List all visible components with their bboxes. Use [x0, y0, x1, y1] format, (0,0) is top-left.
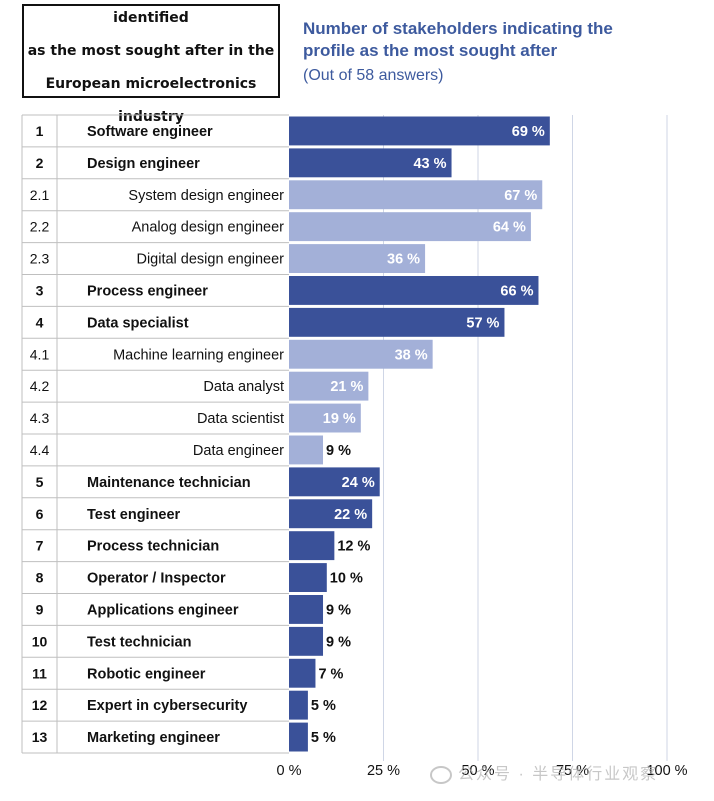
rank-label: 8	[36, 570, 44, 586]
job-label: System design engineer	[128, 188, 284, 204]
bar	[289, 403, 361, 433]
data-label: 57 %	[466, 315, 499, 331]
subtitle-main: Number of stakeholders indicating the pr…	[303, 19, 613, 60]
data-label: 24 %	[342, 475, 375, 491]
rank-label: 12	[32, 697, 48, 713]
job-label: Data scientist	[197, 411, 284, 427]
bar	[289, 276, 539, 305]
rank-label: 3	[36, 282, 44, 298]
job-label: Maintenance technician	[87, 475, 251, 491]
job-label: Expert in cybersecurity	[87, 698, 247, 714]
data-label: 22 %	[334, 507, 367, 523]
bar	[289, 371, 369, 401]
job-label: Process engineer	[87, 283, 208, 299]
rank-label: 4	[36, 314, 44, 330]
job-label: Marketing engineer	[87, 730, 220, 746]
wechat-icon	[430, 765, 452, 784]
rank-label: 11	[32, 665, 47, 681]
watermark: 公众号 · 半导体行业观察	[430, 760, 658, 784]
bar	[289, 626, 324, 656]
rank-label: 2	[36, 155, 44, 171]
bar	[289, 212, 531, 242]
data-label: 5 %	[311, 698, 336, 714]
rank-label: 7	[36, 538, 44, 554]
data-label: 21 %	[330, 379, 363, 395]
rank-label: 10	[32, 633, 48, 649]
watermark-text: 公众号 · 半导体行业观察	[458, 766, 659, 783]
bar	[289, 690, 308, 720]
bar	[289, 595, 324, 624]
job-label: Process technician	[87, 539, 219, 555]
bar	[289, 467, 380, 497]
bar	[289, 531, 335, 561]
bar	[289, 244, 426, 273]
job-label: Data analyst	[203, 379, 284, 395]
data-label: 7 %	[318, 666, 343, 682]
x-tick-label: 75 %	[556, 763, 589, 779]
bar	[289, 148, 452, 178]
rank-label: 4.4	[30, 442, 50, 458]
chart-title-box: 2023: The 13 job profiles identified as …	[22, 4, 280, 125]
rank-label: 2.1	[30, 187, 50, 203]
data-label: 9 %	[326, 634, 351, 650]
job-label: Test engineer	[87, 507, 181, 523]
rank-label: 6	[36, 506, 44, 522]
job-label: Machine learning engineer	[113, 347, 284, 363]
job-label: Robotic engineer	[87, 666, 206, 682]
job-label: Design engineer	[87, 156, 200, 172]
data-label: 69 %	[512, 124, 545, 140]
rank-label: 2.2	[30, 219, 50, 235]
data-label: 9 %	[326, 602, 351, 618]
job-label: Test technician	[87, 634, 191, 650]
bar	[289, 307, 505, 337]
data-label: 43 %	[413, 156, 446, 172]
data-label: 5 %	[311, 730, 336, 746]
subtitle-note: (Out of 58 answers)	[303, 67, 444, 84]
rank-label: 1	[36, 123, 44, 139]
x-tick-label: 0 %	[277, 763, 302, 779]
job-label: Operator / Inspector	[87, 571, 226, 587]
bar	[289, 339, 433, 369]
bar	[289, 435, 324, 465]
rank-label: 4.1	[30, 346, 50, 362]
job-label: Data engineer	[193, 443, 284, 459]
bar	[289, 722, 308, 752]
data-label: 9 %	[326, 443, 351, 459]
job-label: Data specialist	[87, 315, 189, 331]
data-label: 67 %	[504, 188, 537, 204]
job-label: Analog design engineer	[132, 220, 285, 236]
job-label: Digital design engineer	[136, 252, 284, 268]
rank-label: 5	[36, 474, 44, 490]
data-label: 36 %	[387, 252, 420, 268]
bar	[289, 180, 543, 210]
rank-label: 2.3	[30, 251, 50, 267]
x-tick-label: 50 %	[461, 763, 494, 779]
job-label: Software engineer	[87, 124, 213, 140]
bar	[289, 658, 316, 688]
x-tick-label: 25 %	[367, 763, 400, 779]
job-label: Applications engineer	[87, 602, 239, 618]
rank-label: 4.2	[30, 378, 50, 394]
data-label: 66 %	[500, 283, 533, 299]
x-tick-label: 100 %	[646, 763, 687, 779]
data-label: 12 %	[337, 539, 370, 555]
bar	[289, 116, 550, 146]
data-label: 19 %	[323, 411, 356, 427]
data-label: 38 %	[395, 347, 428, 363]
chart-title: 2023: The 13 job profiles identified as …	[27, 9, 275, 125]
rank-label: 9	[36, 601, 44, 617]
data-label: 10 %	[330, 571, 363, 587]
bar	[289, 499, 373, 529]
bar	[289, 563, 327, 592]
rank-label: 13	[32, 729, 48, 745]
data-label: 64 %	[493, 220, 526, 236]
rank-label: 4.3	[30, 410, 50, 426]
chart-subtitle: Number of stakeholders indicating the pr…	[303, 18, 703, 87]
